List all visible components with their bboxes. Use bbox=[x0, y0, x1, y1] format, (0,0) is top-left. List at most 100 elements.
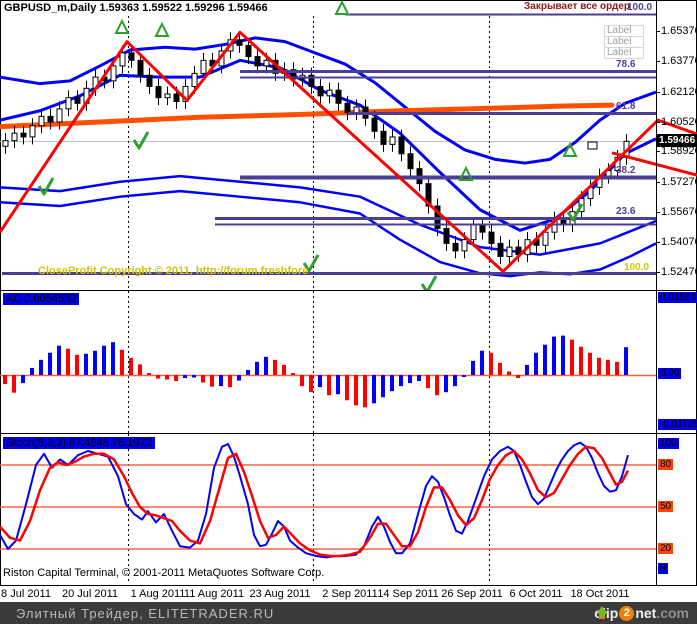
ac-histogram-bar bbox=[372, 375, 376, 404]
candle bbox=[326, 82, 333, 104]
ac-histogram-bar bbox=[102, 345, 106, 375]
candle bbox=[425, 176, 432, 214]
site-credit: Элитный Трейдер, ELITETRADER.RU bbox=[16, 605, 275, 621]
ac-histogram-bar bbox=[165, 375, 169, 380]
ac-histogram-bar bbox=[201, 375, 205, 383]
ac-histogram-bar bbox=[39, 359, 43, 375]
price-axis-label: 1.55670 bbox=[661, 206, 697, 218]
price-axis-label: 1.63770 bbox=[661, 55, 697, 67]
candle bbox=[74, 90, 81, 111]
ac-histogram-bar bbox=[66, 348, 70, 375]
check-marker bbox=[302, 254, 320, 273]
ac-histogram-bar bbox=[282, 364, 286, 375]
candle bbox=[551, 211, 558, 240]
ac-histogram-bar bbox=[264, 356, 268, 375]
candle bbox=[452, 235, 459, 259]
candle bbox=[596, 168, 603, 195]
candle bbox=[443, 220, 450, 251]
ac-histogram-bar bbox=[453, 375, 457, 387]
symbol-quote-line: GBPUSD_m,Daily 1.59363 1.59522 1.59296 1… bbox=[4, 2, 268, 14]
ac-histogram-bar bbox=[354, 375, 358, 406]
ac-histogram-bar bbox=[273, 359, 277, 375]
check-marker bbox=[566, 203, 584, 222]
ac-histogram-bar bbox=[336, 375, 340, 395]
ac-histogram-bar bbox=[21, 375, 25, 384]
ac-histogram-bar bbox=[552, 336, 556, 375]
fib-level-label: 100.0 bbox=[624, 262, 650, 273]
object-label-list: Label Label Label bbox=[604, 25, 650, 59]
ac-histogram-bar bbox=[345, 375, 349, 401]
candle bbox=[137, 52, 144, 83]
up-arrow-marker bbox=[334, 0, 350, 15]
up-arrow-marker bbox=[154, 21, 170, 37]
footer-bar: Элитный Трейдер, ELITETRADER.RU clip 2 n… bbox=[0, 602, 697, 624]
date-axis-label: 23 Aug 2011 bbox=[249, 588, 311, 600]
candle bbox=[398, 129, 405, 162]
ac-histogram-bar bbox=[237, 375, 241, 381]
candle bbox=[56, 101, 63, 130]
date-axis-label: 11 Aug 2011 bbox=[183, 588, 245, 600]
clip2net-two-badge: 2 bbox=[619, 605, 635, 621]
check-marker bbox=[37, 177, 55, 196]
candle bbox=[317, 79, 324, 104]
price-axis-label: 1.54070 bbox=[661, 236, 697, 248]
price-axis-tick bbox=[656, 151, 660, 152]
ac-histogram-bar bbox=[210, 375, 214, 387]
script-status-label: Закрывает все ордер bbox=[524, 1, 630, 12]
ac-histogram-bar bbox=[480, 350, 484, 375]
pane-separator[interactable] bbox=[0, 433, 697, 434]
stoch-d-line bbox=[0, 445, 630, 558]
time-axis[interactable]: 8 Jul 2011 20 Jul 2011 1 Aug 2011 11 Aug 20… bbox=[0, 586, 697, 602]
clip2net-logo[interactable]: clip 2 net .com bbox=[594, 603, 689, 623]
fib-level-label: 78.6 bbox=[616, 59, 636, 70]
ac-histogram-bar bbox=[192, 375, 196, 378]
up-arrow-marker bbox=[562, 141, 578, 157]
fib-level-label: 100.0 bbox=[627, 2, 653, 13]
price-axis-border bbox=[656, 0, 657, 586]
ac-histogram-bar bbox=[138, 364, 142, 375]
candle bbox=[389, 129, 396, 152]
indicator-axis-label: -0.01125 bbox=[658, 419, 697, 430]
bollinger-lower bbox=[0, 189, 657, 278]
ac-histogram-bar bbox=[471, 360, 475, 375]
zigzag-projection-line bbox=[611, 151, 697, 177]
ac-histogram-bar bbox=[426, 375, 430, 389]
candle bbox=[245, 37, 252, 65]
zigzag-line bbox=[0, 30, 697, 273]
ac-histogram-bar bbox=[462, 375, 466, 378]
date-axis-label: 6 Oct 2011 bbox=[509, 588, 563, 600]
ac-histogram-bar bbox=[597, 357, 601, 375]
price-axis-tick bbox=[656, 272, 660, 273]
price-axis-label: 1.58920 bbox=[661, 145, 697, 157]
stochastic-pane[interactable] bbox=[0, 434, 697, 585]
candle bbox=[479, 217, 486, 240]
ac-indicator-pane[interactable] bbox=[0, 291, 697, 433]
clip2net-com: .com bbox=[656, 605, 689, 621]
price-axis-tick bbox=[656, 122, 660, 123]
candle bbox=[20, 125, 27, 145]
ac-histogram-bar bbox=[435, 375, 439, 396]
price-axis-tick bbox=[656, 92, 660, 93]
price-axis-label: 1.62120 bbox=[661, 86, 697, 98]
price-axis-tick bbox=[656, 242, 660, 243]
ac-histogram-bar bbox=[381, 375, 385, 398]
indicator-axis-label: 0.00 bbox=[658, 368, 682, 379]
indicator-axis-label: 0.01564 bbox=[658, 292, 697, 303]
check-marker bbox=[132, 131, 150, 150]
ac-histogram-bar bbox=[291, 372, 295, 375]
main-price-chart[interactable] bbox=[0, 0, 697, 291]
ac-histogram-bar bbox=[624, 347, 628, 375]
object-label[interactable]: Label bbox=[604, 47, 644, 59]
date-axis-label: 2 Sep 2011 bbox=[322, 588, 378, 600]
candle bbox=[236, 32, 243, 53]
ac-histogram-bar bbox=[12, 375, 16, 393]
ac-histogram-bar bbox=[489, 352, 493, 375]
indicator-axis-label: 20 bbox=[658, 543, 674, 554]
ac-histogram-bar bbox=[309, 375, 313, 393]
ac-histogram-bar bbox=[408, 375, 412, 384]
candle bbox=[146, 67, 153, 94]
pane-separator[interactable] bbox=[0, 585, 697, 586]
pane-separator[interactable] bbox=[0, 290, 697, 291]
price-axis[interactable]: 1.65370 1.63770 1.62120 1.60520 1.58920 1.572… bbox=[656, 0, 697, 586]
price-axis-tick bbox=[656, 61, 660, 62]
